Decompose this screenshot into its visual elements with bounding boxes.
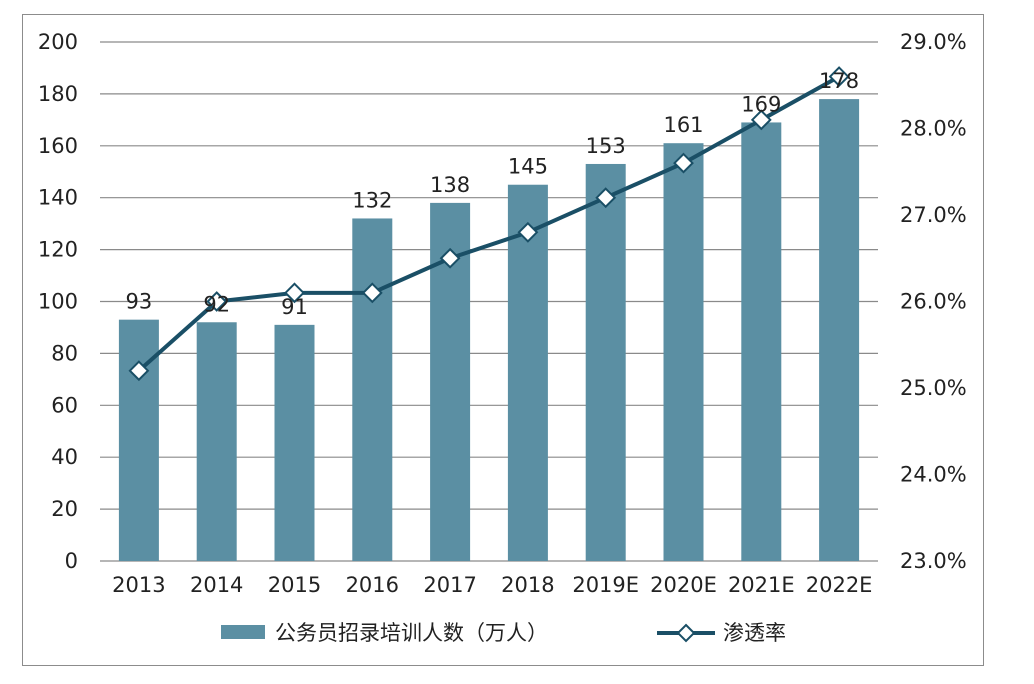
bar [274, 324, 315, 561]
bar-data-label: 145 [508, 155, 548, 179]
line-point [206, 291, 228, 312]
y-left-tick-label: 80 [51, 341, 78, 365]
legend-label-bar: 公务员招录培训人数（万人） [275, 621, 548, 645]
legend-label-line: 渗透率 [723, 621, 786, 645]
bar-series [118, 99, 860, 561]
line-point [750, 109, 772, 131]
y-left-tick-label: 180 [38, 82, 78, 106]
y-right-tick-label: 23.0% [900, 549, 967, 573]
right-axis-ticks: 23.0% 24.0% 25.0% 26.0% 27.0% 28.0% 29.0% [900, 30, 967, 573]
line-series [128, 66, 850, 382]
bar-data-label: 169 [741, 92, 781, 116]
line-point [439, 247, 461, 269]
legend-swatch-marker [676, 623, 696, 643]
bar-data-label: 93 [126, 290, 153, 314]
line-point [828, 66, 850, 88]
line-point [517, 221, 539, 243]
bar [663, 143, 704, 561]
line-point [284, 282, 305, 304]
line-point [361, 282, 383, 304]
bar-data-label: 91 [281, 295, 308, 319]
line-point [128, 360, 150, 382]
legend: 公务员招录培训人数（万人） 渗透率 [221, 621, 786, 645]
y-left-tick-label: 100 [38, 290, 78, 314]
y-right-tick-label: 26.0% [900, 290, 967, 314]
bar-data-label: 153 [586, 134, 626, 158]
bar-data-label: 132 [352, 188, 392, 212]
y-right-tick-label: 25.0% [900, 376, 967, 400]
x-tick-label: 2015 [268, 573, 321, 597]
data-labels: 93 92 91 132 138 145 153 161 169 178 [126, 69, 860, 319]
y-right-tick-label: 27.0% [900, 203, 967, 227]
y-left-tick-label: 200 [38, 30, 78, 54]
y-left-tick-label: 120 [38, 238, 78, 262]
y-right-tick-label: 24.0% [900, 463, 967, 487]
x-tick-label: 2020E [650, 573, 717, 597]
x-tick-label: 2013 [112, 573, 165, 597]
bar-data-label: 161 [663, 113, 703, 137]
x-axis-ticks: 2013 2014 2015 2016 2017 2018 2019E 2020E 2021E 2… [112, 573, 872, 597]
x-tick-label: 2017 [423, 573, 476, 597]
x-tick-label: 2022E [806, 573, 873, 597]
legend-swatch-bar [221, 625, 265, 639]
bar [507, 184, 548, 561]
bar [196, 322, 237, 561]
bar-data-label: 138 [430, 173, 470, 197]
line-point [673, 152, 694, 174]
x-tick-label: 2019E [572, 573, 639, 597]
bar [741, 122, 782, 561]
y-left-tick-label: 20 [51, 497, 78, 521]
x-tick-label: 2014 [190, 573, 243, 597]
bar-data-label: 178 [819, 69, 859, 93]
bar [352, 218, 393, 561]
bar [819, 99, 860, 561]
y-left-tick-label: 140 [38, 186, 78, 210]
left-axis-ticks: 0 20 40 60 80 100 120 140 160 180 200 [38, 30, 78, 573]
line-point [595, 187, 617, 209]
x-tick-label: 2018 [501, 573, 554, 597]
penetration-line [137, 74, 841, 373]
y-right-tick-label: 28.0% [900, 117, 967, 141]
x-tick-label: 2016 [346, 573, 399, 597]
bar [585, 163, 626, 561]
y-left-tick-label: 60 [51, 393, 78, 417]
y-left-tick-label: 0 [65, 549, 78, 573]
x-tick-label: 2021E [728, 573, 795, 597]
y-right-tick-label: 29.0% [900, 30, 967, 54]
y-left-tick-label: 40 [51, 445, 78, 469]
y-left-tick-label: 160 [38, 134, 78, 158]
bar-data-label: 92 [203, 292, 230, 316]
